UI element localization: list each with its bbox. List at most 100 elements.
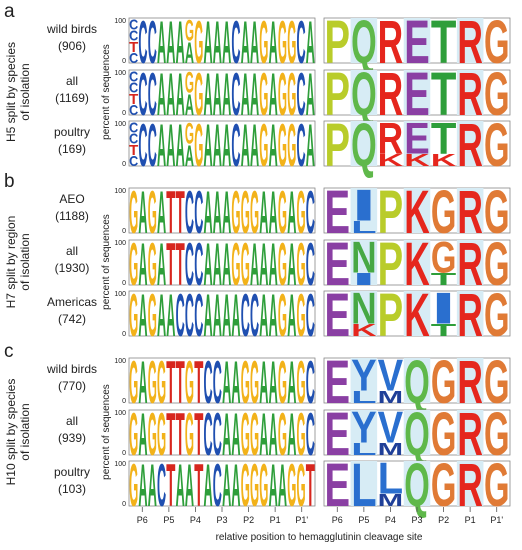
nt-logo-frame xyxy=(128,409,316,456)
aa-logo-letter: K xyxy=(404,178,430,246)
xtick-label: P2 xyxy=(438,515,449,525)
aa-logo-letter: P xyxy=(325,111,351,179)
nt-logo-letter: C xyxy=(185,282,194,349)
nt-logo-letter: A xyxy=(166,112,175,179)
nt-logo-letter: T xyxy=(129,142,138,159)
xtick-label: P1' xyxy=(295,515,308,525)
nt-logo-letter: A xyxy=(203,179,212,246)
nt-logo-letter: A xyxy=(138,349,147,416)
aa-column-shade xyxy=(456,240,484,285)
nt-logo-frame xyxy=(128,17,316,64)
nt-logo-letter: G xyxy=(129,452,138,519)
nt-logo-letter: G xyxy=(287,452,296,519)
nt-logo-letter: G xyxy=(129,349,138,416)
aa-logo-letter: K xyxy=(404,150,431,170)
nt-logo-letter: A xyxy=(185,37,194,70)
nt-logo-letter: C xyxy=(213,401,222,468)
nt-logo-letter: A xyxy=(138,401,147,468)
y-axis-label: percent of sequences xyxy=(101,214,112,310)
panel-letter: c xyxy=(4,341,14,362)
nt-logo-letter: G xyxy=(287,61,296,128)
nt-logo-letter: G xyxy=(148,179,157,246)
nt-logo-letter: A xyxy=(166,9,175,76)
nt-logo-letter: A xyxy=(231,349,240,416)
aa-logo-letter: R xyxy=(457,178,483,246)
nt-logo-letter: A xyxy=(203,452,212,519)
row-label: AEO xyxy=(59,192,84,206)
aa-logo-letter: E xyxy=(325,230,351,298)
row-label: poultry xyxy=(54,125,90,139)
nt-logo-frame xyxy=(128,239,316,286)
nt-logo-letter: G xyxy=(296,231,305,298)
aa-logo-letter: Y xyxy=(351,351,377,400)
aa-logo-letter: Q xyxy=(351,60,377,128)
aa-logo-letter: T xyxy=(431,269,458,289)
nt-logo-letter: A xyxy=(269,112,278,179)
nt-logo-letter: G xyxy=(185,15,194,48)
aa-logo-letter: K xyxy=(378,150,405,170)
nt-logo-letter: A xyxy=(287,179,296,246)
row-label: (103) xyxy=(58,482,86,496)
nt-logo-letter: G xyxy=(250,349,259,416)
nt-logo-letter: A xyxy=(213,112,222,179)
nt-logo-letter: G xyxy=(241,231,250,298)
nt-logo-letter: G xyxy=(148,349,157,416)
aa-logo-letter: R xyxy=(457,111,483,179)
nt-logo-letter: A xyxy=(166,61,175,128)
ytick-label: 100 xyxy=(114,240,126,247)
ytick-label: 100 xyxy=(114,291,126,298)
aa-column-shade xyxy=(403,121,431,166)
nt-logo-letter: G xyxy=(157,401,166,468)
nt-logo-letter: C xyxy=(138,9,147,76)
group-title-line: of isolation xyxy=(18,233,32,290)
nt-logo-letter: C xyxy=(306,282,315,349)
nt-logo-letter: A xyxy=(157,61,166,128)
aa-logo-letter: Q xyxy=(404,400,430,468)
nt-logo-letter: G xyxy=(259,61,268,128)
xtick-label: P5 xyxy=(163,515,174,525)
nt-logo-letter: C xyxy=(129,50,138,67)
nt-logo-letter: C xyxy=(306,349,315,416)
aa-logo-letter: P xyxy=(378,178,404,246)
row-label: wild birds xyxy=(46,362,97,376)
aa-logo-letter: G xyxy=(484,60,510,128)
nt-logo-letter: G xyxy=(148,231,157,298)
ytick-label: 0 xyxy=(122,58,126,65)
nt-logo-letter: A xyxy=(269,349,278,416)
nt-logo-letter: G xyxy=(231,231,240,298)
group-title: H10 split by speciesof isolation xyxy=(4,379,32,486)
nt-logo-frame xyxy=(128,187,316,234)
nt-logo-letter: C xyxy=(194,231,203,298)
nt-logo-letter: A xyxy=(241,61,250,128)
xtick-label: P4 xyxy=(385,515,396,525)
aa-column-shade xyxy=(350,70,378,115)
nt-logo-letter: A xyxy=(241,9,250,76)
nt-logo-letter: G xyxy=(278,349,287,416)
nt-logo-letter: T xyxy=(194,452,203,519)
nt-logo-letter: T xyxy=(129,91,138,108)
aa-logo-letter: T xyxy=(431,60,457,128)
nt-logo-letter: C xyxy=(213,349,222,416)
aa-logo-letter: G xyxy=(484,178,510,246)
aa-column-shade xyxy=(403,461,431,506)
nt-logo-letter: A xyxy=(157,9,166,76)
ytick-label: 100 xyxy=(114,70,126,77)
aa-column-shade xyxy=(350,410,378,455)
aa-logo-letter: E xyxy=(404,8,430,76)
nt-logo-letter: C xyxy=(129,102,138,119)
nt-logo-letter: G xyxy=(296,282,305,349)
nt-logo-letter: C xyxy=(194,179,203,246)
nt-logo-letter: C xyxy=(296,112,305,179)
aa-column-shade xyxy=(403,291,431,336)
nt-logo-letter: T xyxy=(129,39,138,56)
nt-logo-letter: A xyxy=(213,179,222,246)
nt-logo-letter: A xyxy=(213,9,222,76)
nt-logo-letter: A xyxy=(203,9,212,76)
nt-logo-letter: G xyxy=(278,9,287,76)
xtick-label: P6 xyxy=(332,515,343,525)
nt-logo-letter: A xyxy=(222,349,231,416)
ytick-label: 100 xyxy=(114,18,126,25)
nt-logo-letter: C xyxy=(148,9,157,76)
nt-logo-letter: G xyxy=(129,401,138,468)
nt-logo-letter: C xyxy=(138,112,147,179)
